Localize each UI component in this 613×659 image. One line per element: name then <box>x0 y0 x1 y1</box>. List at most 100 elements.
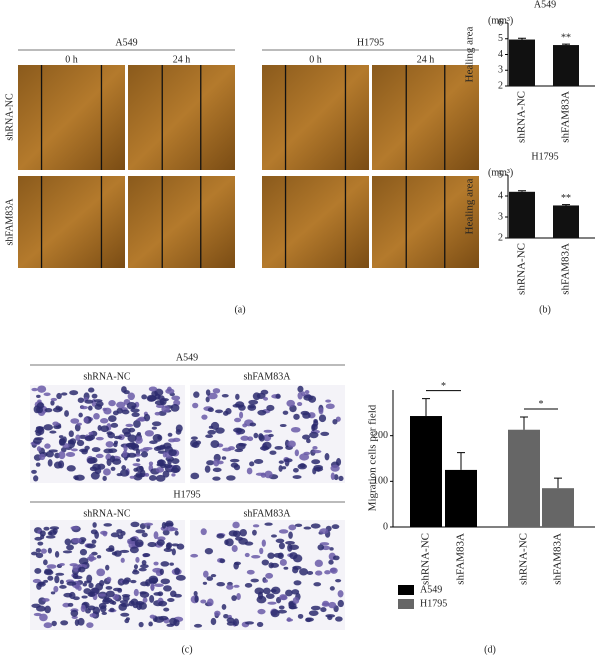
cell <box>265 593 275 599</box>
cell <box>278 605 285 610</box>
cell <box>244 552 250 558</box>
cell <box>287 440 296 448</box>
cell <box>88 431 94 436</box>
cell <box>200 528 207 536</box>
cell <box>120 530 126 536</box>
x-tick-label: shFAM83A <box>455 533 467 585</box>
cell <box>121 465 127 471</box>
cell <box>46 564 57 569</box>
cell <box>36 446 42 452</box>
cell <box>267 601 277 605</box>
cell <box>233 427 243 433</box>
cell <box>119 549 130 553</box>
cell <box>279 594 287 601</box>
cell <box>318 414 327 423</box>
x-tick-label: shFAM83A <box>552 533 564 585</box>
cell <box>252 524 260 528</box>
cell <box>210 617 217 626</box>
cell <box>127 538 132 545</box>
cell <box>102 475 107 481</box>
cell <box>102 599 111 605</box>
cell <box>136 458 141 462</box>
cell <box>292 475 302 479</box>
cell <box>328 601 337 609</box>
cell <box>239 411 244 419</box>
cell <box>325 399 332 403</box>
cell <box>166 542 173 549</box>
cell <box>138 621 144 628</box>
cell <box>140 581 149 587</box>
legend-label: H1795 <box>420 598 447 609</box>
cell <box>31 469 37 474</box>
cell <box>144 472 150 477</box>
cell <box>235 393 240 400</box>
cell <box>139 469 146 478</box>
cell <box>158 600 168 607</box>
cell <box>249 461 255 467</box>
cell <box>257 591 264 600</box>
cell <box>333 474 339 481</box>
cell <box>138 567 147 572</box>
cell <box>152 434 163 442</box>
cell <box>50 397 58 402</box>
group-title: H1795 <box>357 37 384 48</box>
cell <box>278 542 285 550</box>
unit: (mm³) <box>488 167 513 178</box>
cell <box>95 453 104 459</box>
cell <box>106 458 112 467</box>
column-label: shFAM83A <box>243 371 291 382</box>
cell <box>133 588 139 597</box>
cell <box>226 584 234 590</box>
cell <box>269 450 277 455</box>
cell <box>155 467 165 473</box>
cell <box>44 568 53 575</box>
cell <box>143 522 154 526</box>
cell <box>66 544 74 551</box>
cell <box>108 448 118 453</box>
cell <box>274 445 284 450</box>
cell <box>225 538 234 547</box>
micrograph <box>128 176 235 268</box>
cell <box>34 568 42 574</box>
panel-label: (c) <box>181 644 192 655</box>
cell <box>335 578 342 583</box>
cell <box>262 587 271 595</box>
cell <box>210 440 220 449</box>
cell <box>309 431 319 439</box>
cell <box>292 565 302 570</box>
error-bar <box>554 477 562 489</box>
error-bar <box>518 190 526 192</box>
cell <box>101 611 107 615</box>
cell <box>304 390 310 394</box>
cell <box>222 447 232 452</box>
cell <box>66 465 76 472</box>
cell <box>320 431 330 436</box>
cell <box>82 582 88 587</box>
micrograph <box>372 65 479 170</box>
cell <box>248 399 259 405</box>
cell <box>236 593 241 601</box>
cell <box>141 559 147 566</box>
cell <box>251 555 261 559</box>
cell <box>297 613 304 619</box>
cell <box>95 436 104 441</box>
cell <box>148 474 157 481</box>
cell <box>59 579 64 585</box>
cell <box>244 621 255 625</box>
cell <box>278 460 284 464</box>
cell <box>273 552 284 558</box>
time-label: 24 h <box>417 54 435 65</box>
legend-swatch <box>398 585 414 595</box>
bar <box>542 488 574 527</box>
cell <box>119 600 129 604</box>
significance: ** <box>561 193 571 204</box>
cell <box>229 458 240 463</box>
cell <box>30 551 38 556</box>
cell <box>239 528 247 537</box>
cell <box>160 578 171 585</box>
cell <box>84 435 94 442</box>
cell <box>88 582 94 589</box>
cell <box>72 564 80 572</box>
cell <box>204 547 214 555</box>
